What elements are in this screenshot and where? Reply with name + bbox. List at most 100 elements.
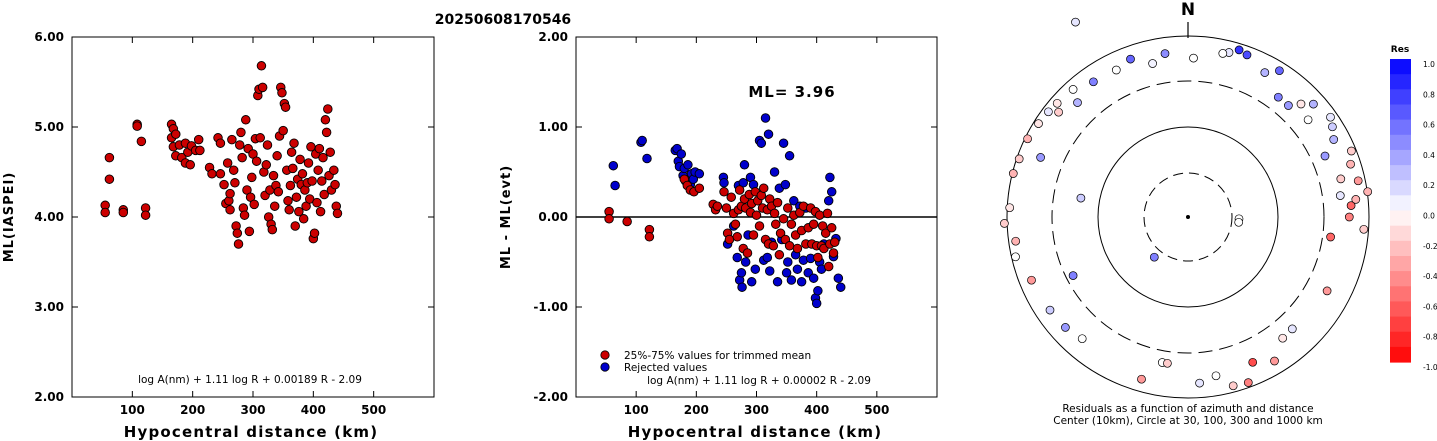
accepted-data-point (783, 203, 793, 213)
rejected-data-point (746, 277, 757, 287)
accepted-data-point (712, 201, 723, 211)
colorbar-swatch (1390, 271, 1411, 287)
residual-point (1328, 122, 1337, 132)
residual-point (1309, 99, 1318, 109)
rejected-data-point (833, 273, 844, 283)
residual-point (1336, 174, 1346, 184)
ml-data-point (257, 82, 268, 93)
accepted-data-point (778, 214, 789, 224)
residual-point (1296, 99, 1306, 109)
left-x-axis-label: Hypocentral distance (km) (124, 423, 379, 441)
residual-point (1287, 324, 1297, 334)
rejected-data-point (750, 264, 761, 274)
accepted-data-point (754, 221, 765, 231)
accepted-data-point (774, 250, 785, 260)
ml-data-point (291, 192, 302, 202)
rejected-data-point (808, 273, 819, 283)
ml-data-point (195, 145, 205, 156)
residual-point (1228, 381, 1238, 391)
colorbar-tick-label: -0.8 (1423, 333, 1437, 342)
ml-data-point (268, 170, 279, 181)
residual-point (1008, 169, 1018, 178)
residual-point (1011, 252, 1020, 262)
ml-data-point (309, 228, 320, 238)
colorbar-tick-label: 1.0 (1423, 60, 1435, 69)
residual-point (1068, 271, 1078, 280)
ml-data-point (228, 165, 239, 175)
rejected-data-point (683, 160, 693, 170)
residual-point (1077, 334, 1087, 344)
residual-point (1270, 356, 1279, 366)
ml-data-point (297, 169, 308, 179)
legend-rejected-marker (600, 362, 610, 372)
colorbar-swatch (1390, 119, 1411, 136)
ml-data-point (225, 205, 235, 215)
left-data-points (100, 61, 343, 249)
residual-point (1189, 53, 1198, 63)
rejected-data-point (784, 151, 795, 161)
middle-scatter-panel: 100 200 300 400 500 -2.00 -1.00 0.00 1.00 2.00 ML… (499, 30, 938, 441)
ml-data-point (332, 208, 343, 219)
middle-y-tick-label: 2.00 (538, 30, 568, 44)
rejected-data-point (792, 264, 803, 274)
ml-data-point (314, 143, 325, 154)
accepted-data-point (775, 228, 786, 238)
residual-point (1273, 92, 1283, 102)
ml-data-point (136, 136, 147, 147)
residual-point (1163, 358, 1172, 368)
residual-point (1011, 236, 1021, 246)
residual-point (1322, 286, 1332, 296)
ml-data-point (225, 188, 235, 199)
ring-30km (1143, 172, 1233, 262)
ml-data-point (321, 127, 332, 138)
residual-point (1344, 212, 1354, 222)
ml-data-point (298, 214, 309, 224)
north-label: N (1181, 0, 1195, 20)
rejected-data-point (737, 282, 747, 292)
colorbar-swatch (1390, 346, 1411, 363)
accepted-data-point (644, 232, 655, 242)
residual-point (1303, 115, 1313, 125)
residual-point (1234, 217, 1244, 227)
middle-y-tick-label: 0.00 (538, 210, 568, 224)
rejected-data-point (835, 282, 846, 292)
ml-data-point (289, 138, 299, 148)
accepted-data-point (784, 241, 795, 251)
ml-data-point (315, 206, 326, 217)
rejected-data-point (826, 187, 837, 197)
ml-data-point (273, 187, 284, 197)
middle-x-tick-label: 300 (744, 403, 769, 417)
colorbar-tick-label: 0.6 (1423, 121, 1435, 130)
middle-y-tick-label: -1.00 (533, 300, 568, 314)
accepted-data-point (748, 230, 759, 240)
ml-data-point (286, 147, 297, 157)
rejected-data-point (608, 160, 619, 171)
middle-axis-ticks: 100 200 300 400 500 -2.00 -1.00 0.00 1.00 2.00 (533, 30, 937, 417)
ml-data-point (236, 127, 246, 138)
azimuth-residual-panel: N Residuals as a function of azimuth and… (1000, 0, 1373, 427)
legend-accepted-label: 25%-75% values for trimmed mean (624, 350, 811, 362)
accepted-data-point (751, 210, 762, 220)
left-y-tick-label: 6.00 (34, 30, 64, 44)
colorbar-tick-label: 0.2 (1423, 181, 1435, 190)
accepted-data-point (730, 219, 741, 229)
accepted-data-point (814, 210, 825, 220)
accepted-data-point (813, 252, 823, 263)
residual-point (1068, 85, 1078, 94)
middle-y-tick-label: -2.00 (533, 390, 568, 404)
accepted-data-point (622, 216, 632, 227)
accepted-data-point (808, 219, 819, 229)
residual-point (1242, 50, 1252, 60)
ml-data-point (288, 163, 298, 174)
rejected-data-point (719, 178, 729, 188)
ml-data-point (285, 180, 296, 191)
residual-point (1248, 357, 1258, 367)
left-axis-ticks: 100 200 300 400 500 2.00 3.00 4.00 5.00 6.00 (34, 30, 434, 417)
ml-data-point (325, 147, 335, 157)
accepted-data-point (823, 261, 834, 272)
colorbar-swatches (1390, 59, 1411, 363)
middle-formula: log A(nm) + 1.11 log R + 0.00002 R - 2.0… (647, 375, 871, 387)
left-y-tick-label: 3.00 (34, 300, 64, 314)
residual-point (1351, 195, 1361, 204)
ml-data-point (313, 165, 323, 175)
